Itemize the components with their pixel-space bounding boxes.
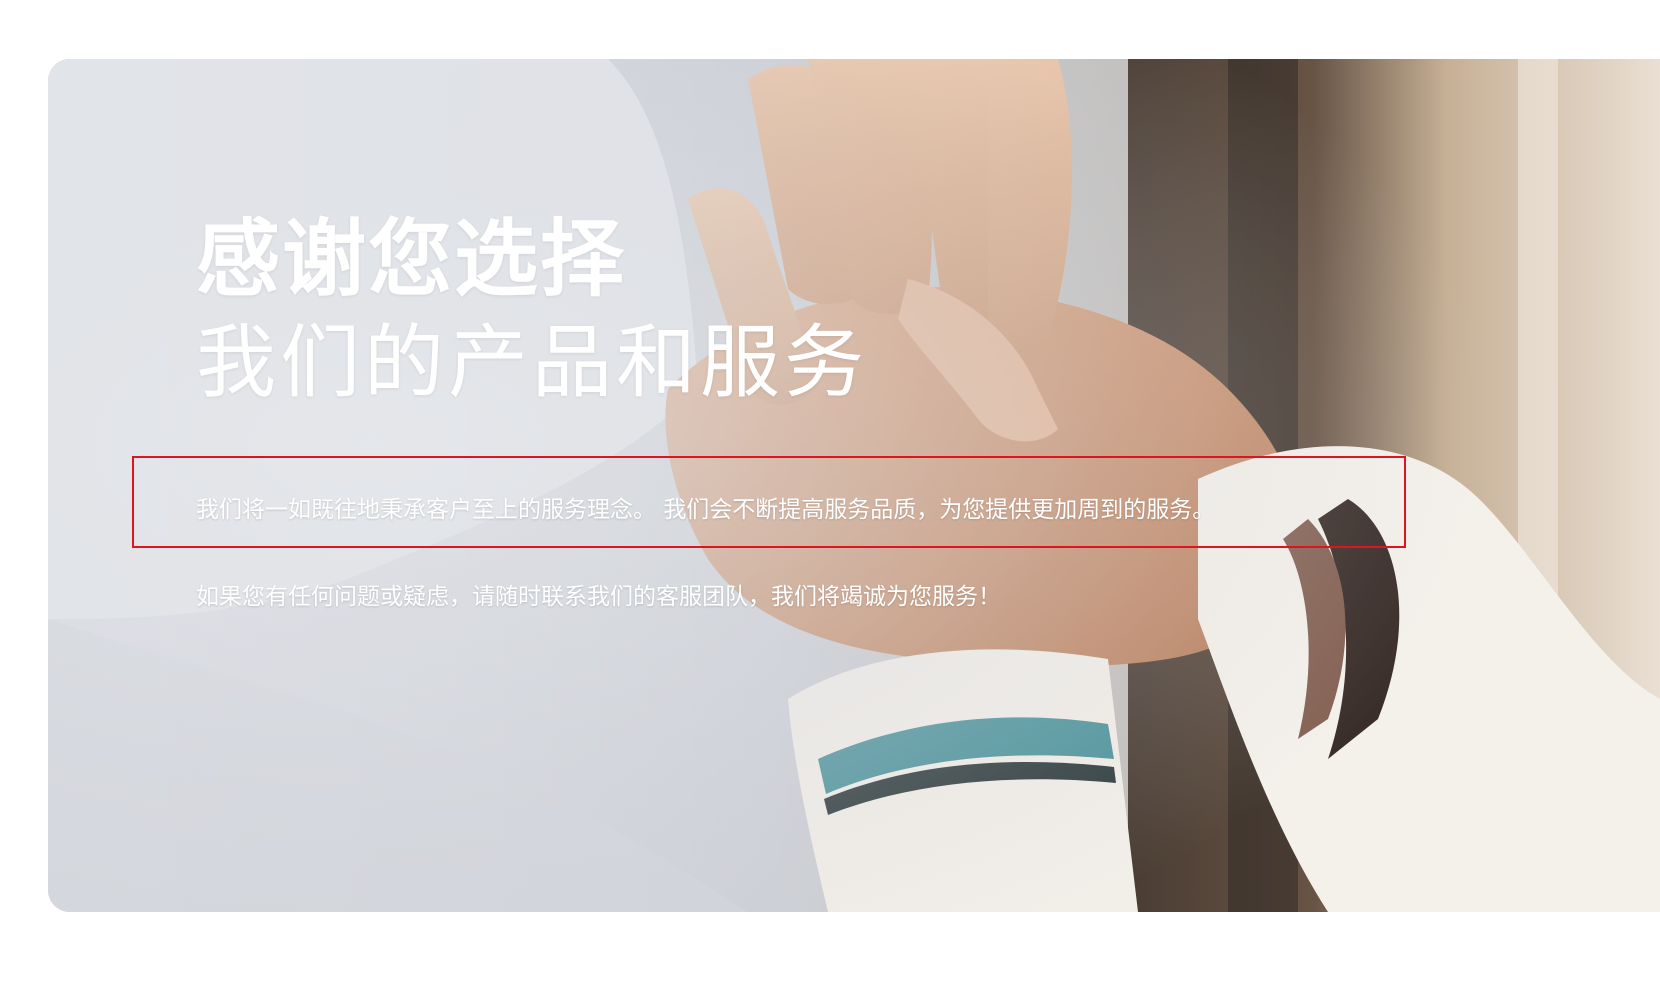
hero-description-2: 如果您有任何问题或疑虑，请随时联系我们的客服团队，我们将竭诚为您服务！	[196, 584, 1001, 610]
hands-together-photo	[48, 59, 1660, 912]
hero-content: 感谢您选择 我们的产品和服务 我们将一如既往地秉承客户至上的服务理念。 我们会不…	[48, 59, 1660, 912]
hero-description-1: 我们将一如既往地秉承客户至上的服务理念。 我们会不断提高服务品质，为您提供更加周…	[196, 497, 1216, 523]
highlight-box	[132, 456, 1406, 548]
hero-title-line2: 我们的产品和服务	[196, 316, 868, 409]
hero-banner: 感谢您选择 我们的产品和服务 我们将一如既往地秉承客户至上的服务理念。 我们会不…	[48, 59, 1660, 912]
hero-title-line1: 感谢您选择	[196, 210, 627, 308]
